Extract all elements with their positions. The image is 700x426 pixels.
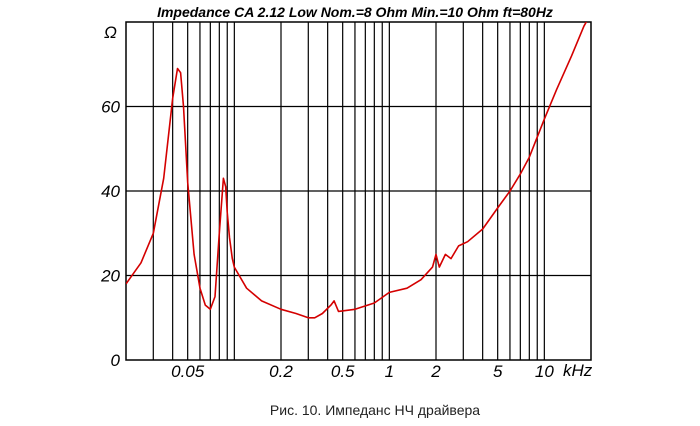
x-tick-labels: 0.05 0.2 0.5 1 2 5 10	[171, 362, 554, 381]
chart-title: Impedance CA 2.12 Low Nom.=8 Ohm Min.=10…	[157, 4, 553, 20]
y-tick-label: 20	[100, 267, 120, 286]
plot-frame	[125, 21, 592, 361]
figure-caption: Рис. 10. Импеданс НЧ драйвера	[270, 402, 480, 418]
x-tick-label: 2	[430, 362, 441, 381]
y-tick-label: 40	[101, 182, 120, 201]
x-tick-label: 0.5	[331, 362, 355, 381]
x-tick-label: 0.2	[269, 362, 293, 381]
x-tick-label: 0.05	[171, 362, 205, 381]
x-unit-label: kHz	[563, 361, 593, 380]
y-tick-labels: 0 20 40 60	[100, 98, 120, 371]
y-tick-label: 0	[111, 351, 121, 370]
grid	[126, 22, 591, 360]
curve-layer	[126, 22, 588, 319]
x-tick-label: 5	[493, 362, 503, 381]
y-unit-label: Ω	[104, 23, 117, 42]
y-tick-label: 60	[101, 98, 120, 117]
x-tick-label: 10	[535, 362, 554, 381]
impedance-curve	[126, 22, 588, 319]
x-tick-label: 1	[385, 362, 394, 381]
